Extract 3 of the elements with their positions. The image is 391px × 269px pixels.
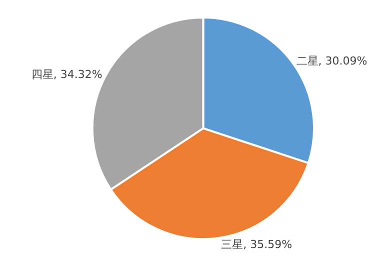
slice-label: 三星, 35.59% xyxy=(221,238,292,251)
slice-label: 二星, 30.09% xyxy=(296,54,368,68)
slice-label: 四星, 34.32% xyxy=(31,68,102,81)
